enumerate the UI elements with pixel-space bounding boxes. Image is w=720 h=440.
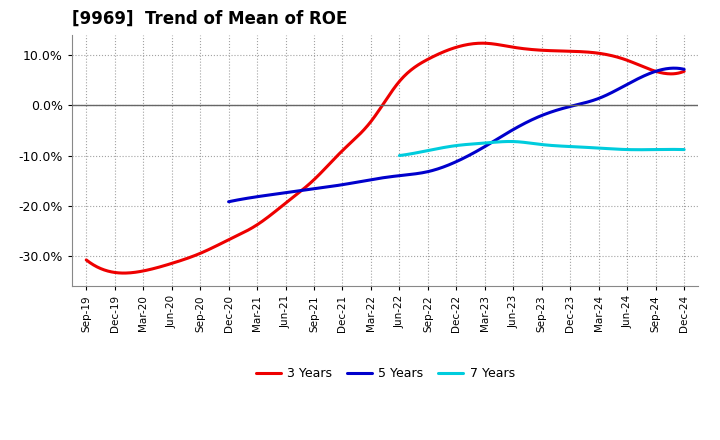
7 Years [531,141,539,147]
7 Years [533,141,541,147]
3 Years [439,49,448,55]
5 Years [598,95,606,100]
7 Years [674,147,683,152]
7 Years [550,143,559,148]
5 Years [670,66,678,71]
5 Years [680,67,688,72]
7 Years [565,144,574,149]
3 Years [668,71,677,77]
3 Years [371,114,379,119]
5 Years [495,135,504,140]
3 Years [407,67,415,73]
7 Years [505,139,514,144]
5 Years [444,163,452,168]
Line: 5 Years: 5 Years [229,68,684,202]
Text: [9969]  Trend of Mean of ROE: [9969] Trend of Mean of ROE [72,10,347,28]
3 Years [119,271,127,276]
3 Years [479,40,487,46]
Legend: 3 Years, 5 Years, 7 Years: 3 Years, 5 Years, 7 Years [251,362,520,385]
3 Years [680,69,688,74]
5 Years [669,66,678,71]
7 Years [680,147,688,152]
5 Years [441,164,449,169]
Line: 7 Years: 7 Years [400,142,684,156]
5 Years [471,150,480,155]
3 Years [367,118,376,124]
3 Years [575,49,583,54]
7 Years [395,153,404,158]
5 Years [225,199,233,204]
7 Years [629,147,638,152]
Line: 3 Years: 3 Years [86,43,684,273]
3 Years [82,257,91,263]
